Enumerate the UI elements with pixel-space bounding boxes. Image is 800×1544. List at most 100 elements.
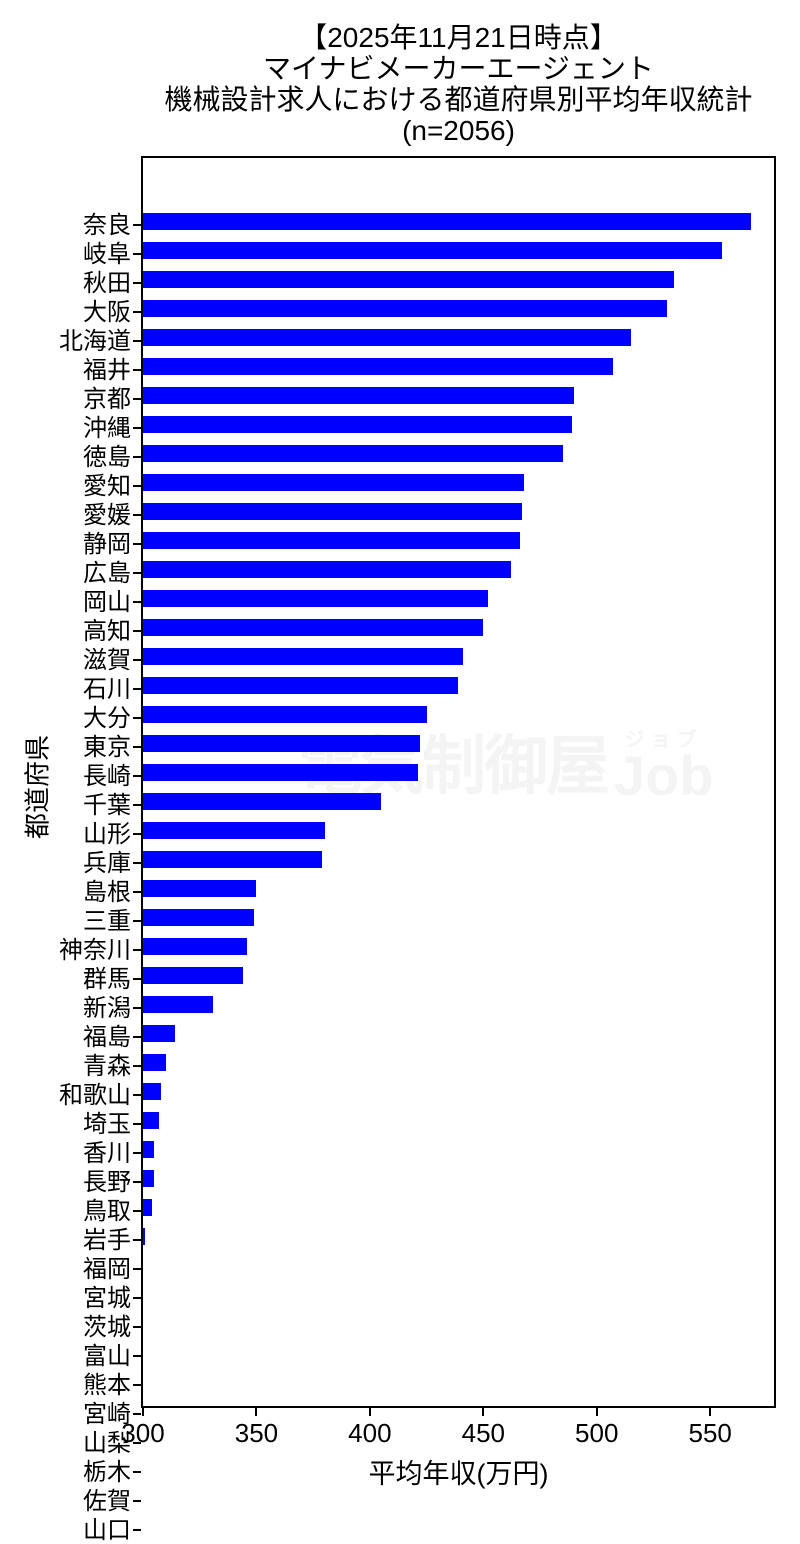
x-axis-tick-label: 550 xyxy=(688,1418,732,1448)
prefecture-label: 北海道 xyxy=(59,328,131,355)
chart-title-line-2: マイナビメーカーエージェント xyxy=(263,53,654,84)
bar-row: 山口 xyxy=(83,1518,774,1543)
y-axis-tick xyxy=(133,920,141,922)
value-bar xyxy=(143,358,613,375)
bar-row: 山梨 xyxy=(83,1431,774,1456)
y-axis-tick xyxy=(133,949,141,951)
y-axis-tick xyxy=(133,717,141,719)
prefecture-label: 秋田 xyxy=(83,270,131,297)
value-bar xyxy=(143,474,525,491)
value-bar xyxy=(143,1025,175,1042)
value-bar xyxy=(143,1199,153,1216)
x-axis-tick xyxy=(142,1408,144,1416)
prefecture-label: 栃木 xyxy=(83,1459,131,1486)
prefecture-label: 岩手 xyxy=(83,1227,131,1254)
value-bar xyxy=(143,1170,155,1187)
chart-title-line-3: 機械設計求人における都道府県別平均年収統計 xyxy=(164,84,753,115)
bar-row: 富山 xyxy=(83,1344,774,1369)
prefecture-label: 群馬 xyxy=(83,966,131,993)
y-axis-tick xyxy=(133,1413,141,1415)
prefecture-label: 愛媛 xyxy=(83,502,131,529)
rows-layer: 奈良 岐阜 秋田 大阪 北海道 福井 京都 沖縄 徳島 愛知 愛媛 静岡 広島 岡山 高知 滋賀 石川 大分 東京長… xyxy=(59,158,774,1543)
bar-row: 愛知 xyxy=(83,474,774,499)
x-axis-tick xyxy=(482,1408,485,1416)
prefecture-label: 茨城 xyxy=(83,1314,131,1341)
bar-row: 島根 xyxy=(83,880,774,905)
prefecture-label: 山梨 xyxy=(83,1430,131,1457)
y-axis-tick xyxy=(133,1036,141,1038)
bar-row: 沖縄 xyxy=(83,416,774,441)
value-bar xyxy=(143,329,631,346)
value-bar xyxy=(143,416,572,433)
value-bar xyxy=(143,793,382,810)
y-axis-tick xyxy=(133,1471,141,1473)
value-bar xyxy=(143,1141,155,1158)
y-axis-tick xyxy=(133,688,141,690)
bar-row: 石川 xyxy=(83,677,774,702)
y-axis-tick xyxy=(133,1384,141,1386)
y-axis-tick xyxy=(133,1007,141,1009)
y-axis-tick xyxy=(133,1326,141,1328)
value-bar xyxy=(143,909,255,926)
bar-row: 滋賀 xyxy=(83,648,774,673)
prefecture-label: 宮崎 xyxy=(83,1401,131,1428)
prefecture-label: 鳥取 xyxy=(83,1198,131,1225)
bar-row: 大阪 xyxy=(83,300,774,325)
bar-row: 鳥取 xyxy=(83,1199,774,1224)
bar-row: 和歌山 xyxy=(59,1083,774,1108)
prefecture-label: 千葉 xyxy=(83,792,131,819)
bar-row: 栃木 xyxy=(83,1460,774,1485)
y-axis-tick xyxy=(133,601,141,603)
bar-row: 群馬 xyxy=(83,967,774,992)
value-bar xyxy=(143,1083,162,1100)
bar-row: 長野 xyxy=(83,1170,774,1195)
y-axis-tick xyxy=(133,1094,141,1096)
value-bar xyxy=(143,1112,159,1129)
bar-row: 青森 xyxy=(83,1054,774,1079)
value-bar xyxy=(143,387,575,404)
y-axis-tick xyxy=(133,1442,141,1444)
prefecture-label: 京都 xyxy=(83,386,131,413)
prefecture-label: 和歌山 xyxy=(59,1082,131,1109)
y-axis-tick xyxy=(133,1529,141,1531)
plot-area: 奈良 岐阜 秋田 大阪 北海道 福井 京都 沖縄 徳島 愛知 愛媛 静岡 広島 岡山 高知 滋賀 石川 大分 東京長… xyxy=(59,156,776,1543)
prefecture-label: 山形 xyxy=(83,821,131,848)
y-axis-tick xyxy=(133,833,141,835)
prefecture-label: 長崎 xyxy=(83,763,131,790)
bar-row: 香川 xyxy=(83,1141,774,1166)
prefecture-label: 島根 xyxy=(83,879,131,906)
bar-row: 徳島 xyxy=(83,445,774,470)
bar-row: 奈良 xyxy=(83,213,774,238)
prefecture-label: 大阪 xyxy=(83,299,131,326)
prefecture-label: 静岡 xyxy=(83,531,131,558)
value-bar xyxy=(143,938,248,955)
bar-row: 千葉 xyxy=(83,793,774,818)
bar-row: 神奈川 xyxy=(59,938,774,963)
y-axis-tick xyxy=(133,630,141,632)
prefecture-label: 富山 xyxy=(83,1343,131,1370)
value-bar xyxy=(143,996,214,1013)
y-axis-tick xyxy=(133,369,141,371)
prefecture-label: 神奈川 xyxy=(59,937,131,964)
bar-row: 茨城 xyxy=(83,1315,774,1340)
bar-row: 大分 xyxy=(83,706,774,731)
x-axis-tick-label: 400 xyxy=(348,1418,392,1448)
bar-row: 兵庫 xyxy=(83,851,774,876)
prefecture-label: 岡山 xyxy=(83,589,131,616)
x-axis-tick xyxy=(595,1408,598,1416)
watermark-latin-text: Job xyxy=(614,744,714,807)
value-bar xyxy=(143,532,520,549)
bar-row: 新潟 xyxy=(83,996,774,1021)
y-axis-tick xyxy=(133,456,141,458)
bar-row: 京都 xyxy=(83,387,774,412)
bar-row: 北海道 xyxy=(59,329,774,354)
y-axis-tick xyxy=(133,746,141,748)
y-axis-tick xyxy=(133,775,141,777)
bar-row: 東京 xyxy=(83,735,774,760)
prefecture-label: 長野 xyxy=(83,1169,131,1196)
y-axis-tick xyxy=(133,978,141,980)
chart-title-line-1: 【2025年11月21日時点】 xyxy=(299,22,618,53)
prefecture-label: 三重 xyxy=(83,908,131,935)
bar-row: 岩手 xyxy=(83,1228,774,1253)
x-axis-tick xyxy=(255,1408,258,1416)
